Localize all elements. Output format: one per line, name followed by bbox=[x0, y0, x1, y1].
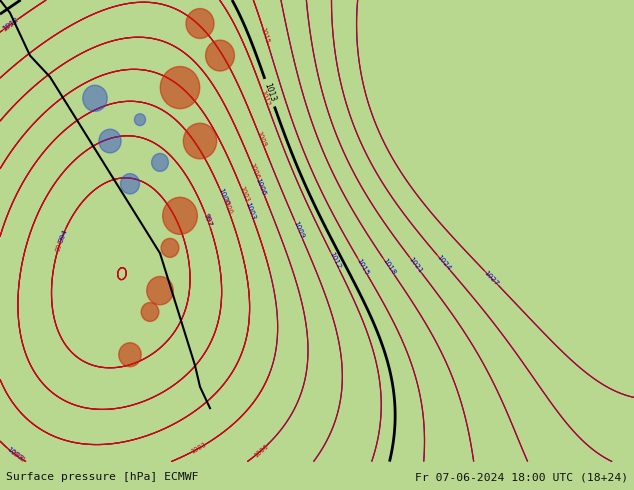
Text: 1009: 1009 bbox=[255, 130, 267, 147]
Text: 1003: 1003 bbox=[244, 201, 256, 220]
Text: Surface pressure [hPa] ECMWF: Surface pressure [hPa] ECMWF bbox=[6, 472, 199, 482]
Text: 1012: 1012 bbox=[1, 18, 18, 32]
Circle shape bbox=[183, 123, 217, 159]
Text: 1003: 1003 bbox=[8, 448, 25, 463]
Text: 1012: 1012 bbox=[259, 90, 271, 107]
Circle shape bbox=[99, 129, 121, 153]
Circle shape bbox=[160, 67, 200, 109]
Text: 1027: 1027 bbox=[483, 270, 500, 287]
Text: 1024: 1024 bbox=[436, 254, 452, 271]
Text: 1000: 1000 bbox=[221, 197, 233, 216]
Circle shape bbox=[120, 173, 139, 194]
Text: 1013: 1013 bbox=[262, 82, 277, 103]
Circle shape bbox=[134, 114, 146, 125]
Text: 1003: 1003 bbox=[6, 446, 24, 462]
Text: 994: 994 bbox=[58, 228, 68, 243]
Text: 1006: 1006 bbox=[252, 443, 269, 459]
Text: 1012: 1012 bbox=[1, 17, 20, 32]
Circle shape bbox=[146, 276, 173, 305]
Text: 994: 994 bbox=[55, 239, 64, 252]
Circle shape bbox=[163, 197, 197, 234]
Text: 1003: 1003 bbox=[238, 186, 250, 203]
Circle shape bbox=[161, 238, 179, 257]
Text: 1009: 1009 bbox=[292, 220, 305, 240]
Text: 1003: 1003 bbox=[190, 441, 208, 455]
Text: 1015: 1015 bbox=[355, 257, 370, 276]
Circle shape bbox=[141, 302, 159, 321]
Text: 1018: 1018 bbox=[381, 257, 396, 276]
Text: 1000: 1000 bbox=[217, 187, 230, 207]
Circle shape bbox=[186, 8, 214, 39]
Circle shape bbox=[152, 153, 169, 172]
Text: 1015: 1015 bbox=[260, 26, 271, 44]
Text: Fr 07-06-2024 18:00 UTC (18+24): Fr 07-06-2024 18:00 UTC (18+24) bbox=[415, 472, 628, 482]
Text: 1012: 1012 bbox=[328, 251, 342, 270]
Text: 1006: 1006 bbox=[249, 162, 261, 180]
Circle shape bbox=[119, 343, 141, 367]
Circle shape bbox=[83, 85, 107, 111]
Text: 997: 997 bbox=[202, 213, 213, 228]
Text: 1006: 1006 bbox=[255, 177, 267, 196]
Circle shape bbox=[205, 40, 235, 71]
Text: 1021: 1021 bbox=[408, 256, 424, 274]
Text: 997: 997 bbox=[203, 214, 213, 227]
